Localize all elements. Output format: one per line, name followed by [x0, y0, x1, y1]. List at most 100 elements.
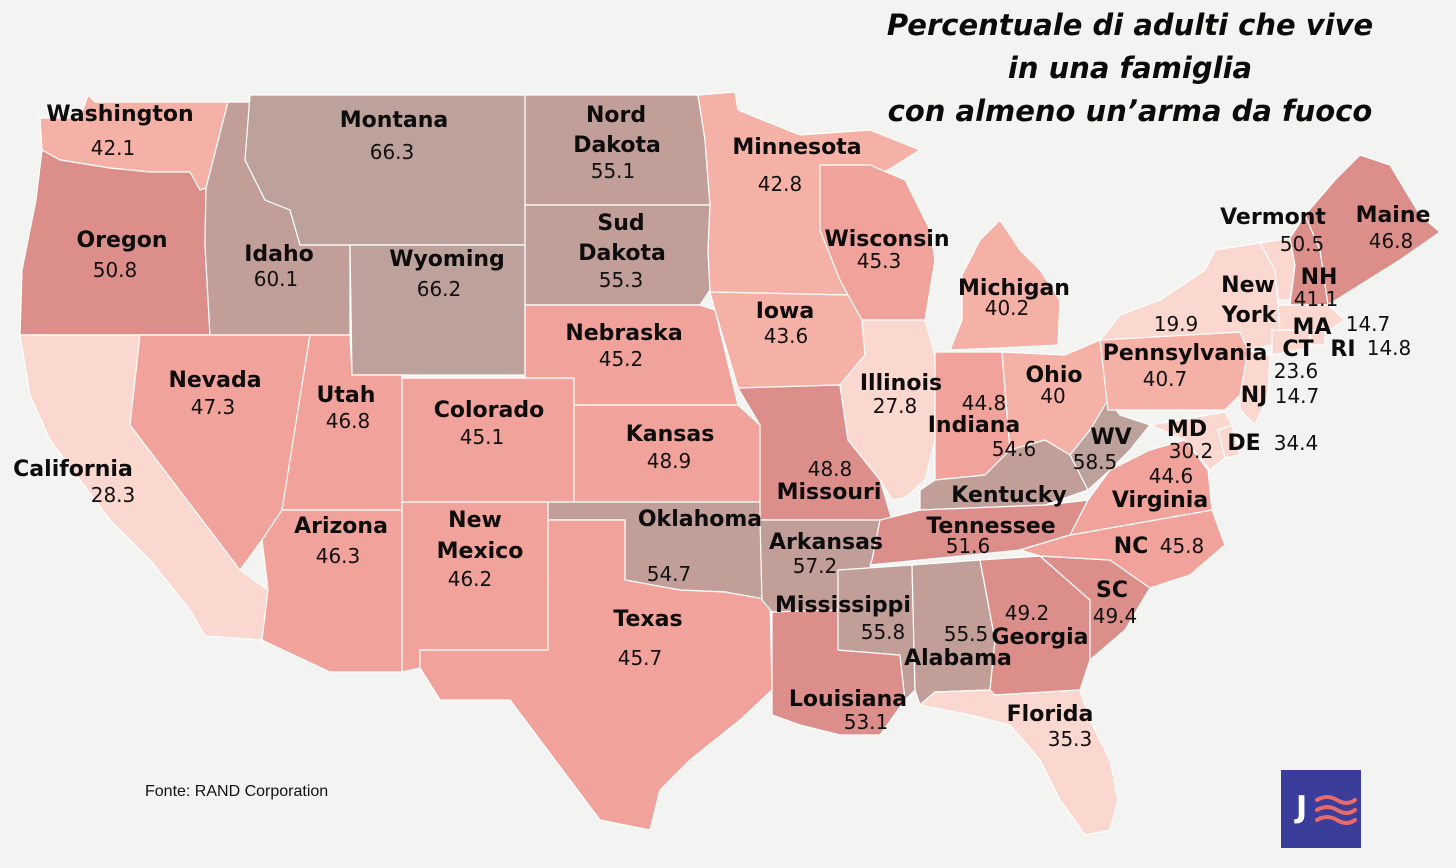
label-indiana-name: Indiana [928, 413, 1021, 438]
label-missouri-name: Missouri [777, 480, 882, 505]
publisher-logo: J [1281, 770, 1361, 848]
label-alabama-name: Alabama [904, 646, 1012, 671]
label-wisconsin-name: Wisconsin [824, 227, 949, 252]
label-new-york-value: 19.9 [1154, 312, 1199, 336]
label-louisiana-name: Louisiana [789, 687, 907, 712]
label-colorado-value: 45.1 [460, 425, 505, 449]
label-michigan-name: Michigan [958, 276, 1070, 301]
label-north-carolina-value: 45.8 [1160, 534, 1205, 558]
label-pennsylvania-value: 40.7 [1143, 367, 1188, 391]
state-florida [919, 689, 1119, 836]
logo-letter: J [1296, 790, 1308, 825]
label-iowa-name: Iowa [756, 299, 814, 324]
label-nevada-value: 47.3 [191, 395, 236, 419]
label-wisconsin-value: 45.3 [857, 249, 902, 273]
map-title-line-3: con almeno un’arma da fuoco [887, 94, 1373, 128]
label-arkansas-name: Arkansas [769, 530, 883, 555]
label-north-dakota-name-1: Nord [586, 103, 646, 128]
label-new-mexico-value: 46.2 [448, 567, 493, 591]
label-new-mexico-name-2: Mexico [437, 539, 524, 564]
label-maine-name: Maine [1356, 203, 1431, 228]
label-maine-value: 46.8 [1369, 229, 1414, 253]
label-tennessee-value: 51.6 [946, 534, 991, 558]
label-alabama-value: 55.5 [944, 622, 989, 646]
label-texas-value: 45.7 [618, 646, 663, 670]
label-oregon-name: Oregon [77, 228, 168, 253]
label-south-carolina-value: 49.4 [1093, 604, 1138, 628]
label-kansas-value: 48.9 [647, 449, 692, 473]
label-new-hampshire-name: NH [1301, 265, 1338, 290]
label-washington-name: Washington [46, 102, 193, 127]
label-south-carolina-name: SC [1096, 578, 1128, 603]
label-nevada-name: Nevada [168, 368, 261, 393]
label-connecticut-value: 23.6 [1274, 359, 1319, 383]
label-washington-value: 42.1 [91, 136, 136, 160]
label-idaho-name: Idaho [244, 242, 314, 267]
label-california-name: California [13, 457, 133, 482]
map-title: Percentuale di adulti che vive in una fa… [830, 4, 1430, 133]
label-new-jersey-name: NJ [1241, 383, 1268, 408]
label-maryland-name: MD [1167, 417, 1207, 442]
label-vermont-name: Vermont [1220, 205, 1326, 230]
label-texas-name: Texas [613, 607, 682, 632]
label-missouri-value: 48.8 [808, 457, 853, 481]
logo-waves-icon [1315, 795, 1357, 825]
label-oklahoma-value: 54.7 [647, 562, 692, 586]
label-montana-name: Montana [340, 108, 449, 133]
label-connecticut-name: CT [1282, 337, 1313, 362]
state-michigan [949, 219, 1061, 351]
state-labels: Washington 42.1 Oregon 50.8 California 2… [13, 102, 1430, 751]
label-florida-name: Florida [1007, 702, 1094, 727]
label-ohio-name: Ohio [1025, 363, 1082, 388]
label-nebraska-value: 45.2 [599, 347, 644, 371]
label-louisiana-value: 53.1 [844, 710, 889, 734]
label-massachusetts-value: 14.7 [1346, 312, 1391, 336]
label-tennessee-name: Tennessee [926, 514, 1055, 539]
label-north-dakota-value: 55.1 [591, 159, 636, 183]
label-delaware-name: DE [1227, 431, 1260, 456]
state-connecticut [1271, 329, 1311, 356]
map-title-line-2: in una famiglia [1007, 51, 1253, 85]
label-south-dakota-name-2: Dakota [578, 241, 666, 266]
label-new-hampshire-value: 41.1 [1294, 287, 1339, 311]
label-kansas-name: Kansas [626, 422, 715, 447]
state-new-jersey [1239, 349, 1271, 426]
state-texas [419, 519, 773, 831]
label-utah-name: Utah [317, 383, 376, 408]
label-mississippi-name: Mississippi [775, 593, 911, 618]
label-minnesota-value: 42.8 [758, 172, 803, 196]
label-south-dakota-value: 55.3 [599, 268, 644, 292]
label-iowa-value: 43.6 [764, 324, 809, 348]
state-shapes [19, 91, 1441, 836]
label-michigan-value: 40.2 [985, 296, 1030, 320]
label-montana-value: 66.3 [370, 140, 415, 164]
label-virginia-value: 44.6 [1149, 464, 1194, 488]
label-maryland-value: 30.2 [1169, 439, 1214, 463]
label-rhode-island-name: RI [1330, 337, 1355, 362]
label-wyoming-value: 66.2 [417, 277, 462, 301]
label-arizona-value: 46.3 [316, 544, 361, 568]
label-utah-value: 46.8 [326, 409, 371, 433]
label-mississippi-value: 55.8 [861, 620, 906, 644]
label-vermont-value: 50.5 [1280, 232, 1325, 256]
source-credit: Fonte: RAND Corporation [145, 783, 329, 800]
label-massachusetts-name: MA [1293, 315, 1332, 340]
label-florida-value: 35.3 [1048, 727, 1093, 751]
label-illinois-name: Illinois [860, 371, 942, 396]
label-california-value: 28.3 [91, 483, 136, 507]
label-west-virginia-value: 58.5 [1073, 450, 1118, 474]
label-kentucky-value: 54.6 [992, 437, 1037, 461]
label-pennsylvania-name: Pennsylvania [1103, 341, 1268, 366]
label-oregon-value: 50.8 [93, 258, 138, 282]
label-south-dakota-name-1: Sud [597, 211, 644, 236]
label-delaware-value: 34.4 [1274, 431, 1319, 455]
label-nebraska-name: Nebraska [565, 321, 682, 346]
label-georgia-name: Georgia [991, 625, 1088, 650]
state-maryland [1149, 411, 1233, 471]
label-new-mexico-name-1: New [448, 508, 502, 533]
label-new-jersey-value: 14.7 [1275, 384, 1320, 408]
state-illinois [839, 319, 936, 501]
label-arkansas-value: 57.2 [793, 554, 838, 578]
